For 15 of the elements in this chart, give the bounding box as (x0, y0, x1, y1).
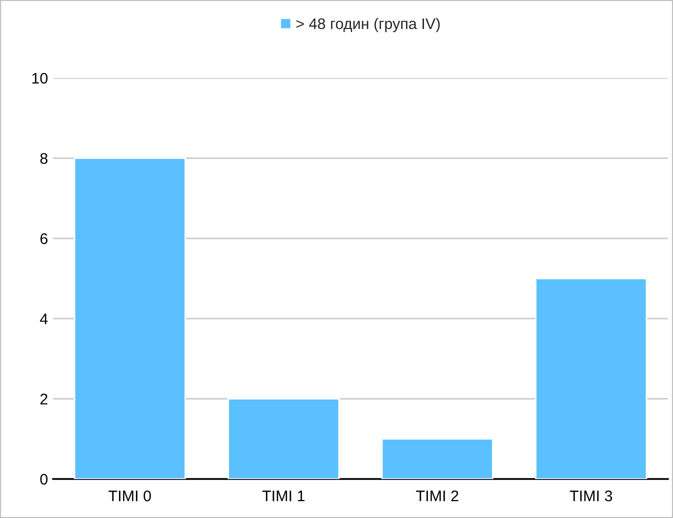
y-tick-label: 4 (40, 314, 48, 324)
x-tick-label: TIMI 2 (416, 490, 458, 502)
bar (228, 398, 340, 479)
x-tick-label: TIMI 0 (108, 490, 151, 502)
x-tick-label: TIMI 1 (262, 490, 305, 502)
legend-label: > 48 годин (група IV) (296, 18, 440, 32)
y-tick-label: 10 (32, 72, 48, 84)
bar (381, 438, 494, 479)
y-tick-label: 2 (40, 394, 48, 404)
y-tick-label: 0 (40, 474, 48, 485)
bar (535, 278, 648, 479)
bar (74, 158, 186, 479)
x-tick-label: TIMI 3 (570, 490, 612, 502)
y-tick-label: 6 (40, 233, 48, 244)
y-tick-label: 8 (40, 153, 48, 164)
